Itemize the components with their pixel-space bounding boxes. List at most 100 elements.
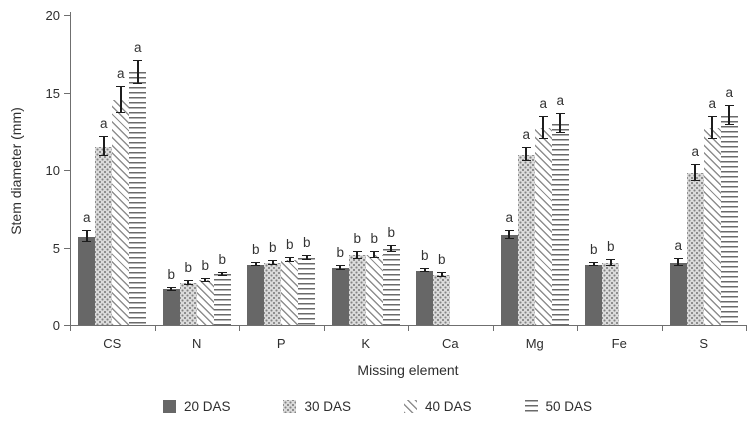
x-axis-tick xyxy=(577,326,578,331)
legend-label: 30 DAS xyxy=(304,399,351,414)
error-bar-line xyxy=(119,87,122,112)
bar xyxy=(585,264,603,325)
significance-letter: b xyxy=(167,267,175,283)
y-axis-tick xyxy=(64,92,70,94)
error-bar xyxy=(369,251,379,258)
bar xyxy=(669,263,687,325)
error-bar-line xyxy=(711,116,714,139)
significance-letter: a xyxy=(674,238,682,254)
bar xyxy=(196,280,214,325)
x-category-label: Fe xyxy=(611,336,627,351)
significance-letter: a xyxy=(556,92,564,108)
y-axis-title: Stem diameter (mm) xyxy=(8,107,24,235)
x-axis-tick xyxy=(746,326,747,331)
bar xyxy=(534,128,552,325)
bar xyxy=(416,270,434,325)
error-bar xyxy=(538,115,548,140)
y-tick-label: 0 xyxy=(52,318,60,333)
bar xyxy=(112,100,130,325)
error-bar-line xyxy=(204,278,207,281)
y-axis-tick xyxy=(64,15,70,16)
x-category-label: CS xyxy=(103,336,122,351)
error-bar-line xyxy=(102,136,105,156)
bar xyxy=(281,259,299,325)
x-category-label: P xyxy=(276,336,286,351)
significance-letter: b xyxy=(420,248,429,264)
significance-letter: b xyxy=(218,251,226,267)
y-tick-label: 20 xyxy=(45,8,60,23)
error-bar xyxy=(268,259,278,265)
bar xyxy=(331,267,349,325)
significance-letter: b xyxy=(589,242,598,258)
significance-letter: a xyxy=(133,39,142,55)
significance-letter: a xyxy=(116,66,125,82)
x-axis-tick xyxy=(661,326,663,331)
legend-label: 20 DAS xyxy=(183,399,231,414)
error-bar-line xyxy=(728,105,731,125)
x-category-label: N xyxy=(192,336,202,351)
error-bar-line xyxy=(339,265,342,269)
legend-item: 30 DAS xyxy=(283,399,351,414)
error-bar-line xyxy=(592,263,595,266)
x-axis-tick xyxy=(239,326,240,331)
significance-letter: b xyxy=(437,252,446,268)
error-bar xyxy=(251,262,261,267)
significance-letter: a xyxy=(539,95,547,111)
error-bar-line xyxy=(136,60,139,83)
x-axis-tick xyxy=(70,326,71,331)
y-axis-tick xyxy=(64,247,70,249)
bar xyxy=(179,283,197,325)
error-bar-line xyxy=(508,231,511,238)
error-bar xyxy=(690,163,700,182)
significance-letter: b xyxy=(285,236,294,252)
error-bar-line xyxy=(356,251,359,258)
error-bar xyxy=(200,277,210,282)
significance-letter: a xyxy=(691,143,699,159)
bar xyxy=(703,128,721,325)
error-bar xyxy=(707,115,717,140)
x-axis-tick xyxy=(492,326,494,331)
error-bar-line xyxy=(254,263,257,266)
error-bar xyxy=(183,280,193,286)
error-bar-line xyxy=(85,231,88,241)
significance-letter: b xyxy=(336,244,344,260)
significance-letter: a xyxy=(725,84,733,100)
bar xyxy=(129,72,147,325)
error-bar-line xyxy=(423,269,426,272)
significance-letter: b xyxy=(184,260,192,276)
significance-letter: b xyxy=(387,225,395,241)
error-bar xyxy=(724,104,734,126)
bar xyxy=(213,273,231,325)
error-bar xyxy=(133,59,143,84)
error-bar xyxy=(437,272,447,278)
error-bar-line xyxy=(694,164,697,181)
bar xyxy=(264,263,282,325)
bar xyxy=(720,115,738,325)
significance-letter: b xyxy=(251,242,260,258)
bar xyxy=(602,263,620,325)
error-bar xyxy=(420,268,430,273)
error-bar-line xyxy=(305,256,308,260)
x-axis-tick xyxy=(323,326,325,331)
significance-letter: b xyxy=(353,230,361,246)
error-bar-line xyxy=(187,281,190,285)
legend-swatch-icon xyxy=(283,400,297,413)
legend-swatch-icon xyxy=(162,400,176,413)
error-bar xyxy=(673,258,683,267)
y-axis-tick xyxy=(64,325,70,326)
error-bar xyxy=(285,256,295,262)
significance-letter: b xyxy=(201,257,209,273)
legend-label: 40 DAS xyxy=(425,399,472,414)
significance-letter: a xyxy=(99,115,108,131)
x-category-label: Mg xyxy=(525,336,544,351)
significance-letter: b xyxy=(606,239,615,255)
bar xyxy=(382,249,400,325)
legend-label: 50 DAS xyxy=(545,399,593,414)
bar xyxy=(95,146,113,325)
legend-item: 20 DAS xyxy=(162,399,231,414)
error-bar xyxy=(217,271,227,276)
error-bar xyxy=(555,112,565,134)
error-bar xyxy=(386,245,396,252)
bar xyxy=(433,275,451,325)
